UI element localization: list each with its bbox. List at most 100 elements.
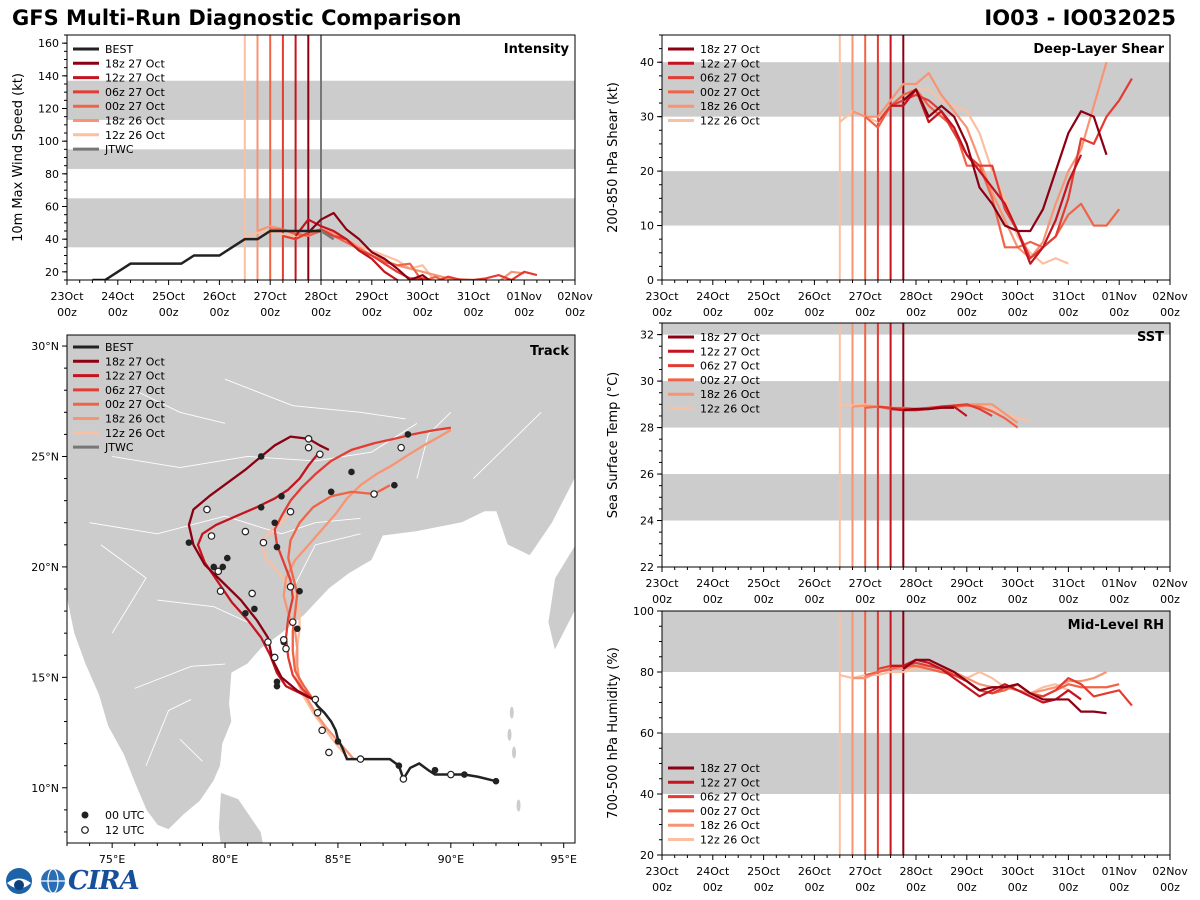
legend-label: 12 UTC <box>105 824 145 837</box>
x-tick-sublabel: 00z <box>805 306 825 319</box>
dot-12utc <box>241 527 250 536</box>
x-tick-sublabel: 00z <box>514 306 534 319</box>
dot-12utc <box>447 770 455 779</box>
dot-12utc <box>311 695 320 704</box>
x-tick-label: 28Oct <box>899 290 933 303</box>
legend-label: 06z 27 Oct <box>105 384 165 397</box>
cira-globe-icon <box>41 868 65 894</box>
x-tick-label: 26Oct <box>798 865 832 878</box>
x-tick-sublabel: 00z <box>413 306 433 319</box>
dot-00utc <box>278 492 285 500</box>
y-tick-label: 40 <box>640 56 654 69</box>
dot-00utc <box>391 481 398 489</box>
dot-12utc <box>356 755 365 763</box>
y-tick-label: 20°N <box>31 561 59 574</box>
dot-12utc <box>286 507 295 516</box>
x-tick-sublabel: 00z <box>1109 306 1129 319</box>
x-tick-label: 24Oct <box>696 290 730 303</box>
x-tick-label: 30Oct <box>1001 290 1035 303</box>
y-tick-label: 100 <box>633 605 654 618</box>
legend-label: 18z 27 Oct <box>700 762 760 775</box>
island <box>516 799 521 812</box>
x-tick-sublabel: 00z <box>57 306 77 319</box>
legend-label: 06z 27 Oct <box>105 86 165 99</box>
y-tick-label: 25°N <box>31 450 59 463</box>
shaded-band <box>662 733 1170 794</box>
dot-12utc <box>279 635 288 644</box>
legend-label: 18z 27 Oct <box>700 43 760 56</box>
dot-12utc <box>270 653 279 662</box>
x-tick-label: 26Oct <box>203 290 237 303</box>
x-tick-sublabel: 00z <box>362 306 382 319</box>
x-tick-sublabel: 00z <box>652 593 672 606</box>
x-tick-label: 30Oct <box>406 290 440 303</box>
x-tick-label: 01Nov <box>506 290 542 303</box>
dot-12utc <box>264 638 272 646</box>
cira-logo: CIRA <box>4 866 140 896</box>
x-tick-sublabel: 00z <box>957 881 977 894</box>
legend-label: 12z 27 Oct <box>700 776 760 789</box>
dot-00utc <box>242 609 249 617</box>
x-tick-label: 27Oct <box>254 290 288 303</box>
y-tick-label: 60 <box>640 727 654 740</box>
legend-marker-12utc <box>81 826 89 834</box>
y-tick-label: 160 <box>38 37 59 50</box>
map-border <box>157 599 248 623</box>
x-tick-sublabel: 00z <box>464 306 484 319</box>
x-tick-label: 24Oct <box>101 290 135 303</box>
panel-title: Mid-Level RH <box>1068 618 1164 633</box>
legend-label: 06z 27 Oct <box>700 791 760 804</box>
land-mass <box>67 335 575 831</box>
x-tick-sublabel: 00z <box>855 881 875 894</box>
y-tick-label: 30 <box>640 111 654 124</box>
x-tick-sublabel: 00z <box>805 593 825 606</box>
x-tick-label: 24Oct <box>696 577 730 590</box>
legend-label: JTWC <box>104 441 134 454</box>
legend-label: 06z 27 Oct <box>700 72 760 85</box>
legend-label: 18z 26 Oct <box>105 115 165 128</box>
map-border <box>89 515 361 535</box>
map-border <box>416 411 452 479</box>
panel-intensity: 20 40 60 80 100 120 140 160 23Oct 00z 24Oct 00z 25Oc… <box>11 34 593 319</box>
best-track-line <box>92 229 321 280</box>
x-tick-sublabel: 00z <box>805 881 825 894</box>
legend-label: 18z 26 Oct <box>700 100 760 113</box>
dot-12utc <box>203 505 211 514</box>
panel-sst: 22 24 26 28 30 32 23Oct 00z 24Oct 00z 25Oct 00z 26Oc… <box>606 322 1188 606</box>
x-tick-sublabel: 00z <box>1059 306 1079 319</box>
x-tick-label: 27Oct <box>849 577 883 590</box>
y-tick-label: 24 <box>640 515 654 528</box>
dot-12utc <box>214 567 223 576</box>
x-tick-label: 25Oct <box>747 865 781 878</box>
dot-00utc <box>327 488 335 496</box>
x-tick-label: 27Oct <box>849 290 883 303</box>
y-tick-label: 40 <box>640 788 654 801</box>
x-tick-sublabel: 00z <box>210 306 230 319</box>
dot-12utc <box>399 775 408 783</box>
x-tick-label: 01Nov <box>1101 577 1137 590</box>
map-border <box>145 699 192 766</box>
x-tick-sublabel: 00z <box>260 306 280 319</box>
dot-12utc <box>397 443 405 452</box>
x-tick-sublabel: 00z <box>906 306 926 319</box>
panel-shear: 0 10 20 30 40 23Oct 00z 24Oct 00z 25Oct 00z 26Oct 00… <box>606 34 1188 319</box>
panel-rh: 20 40 60 80 100 23Oct 00z 24Oct 00z 25Oct 00z 26Oct… <box>606 605 1188 894</box>
x-tick-sublabel: 00z <box>855 593 875 606</box>
y-tick-label: 30 <box>640 375 654 388</box>
dot-12utc <box>286 582 295 591</box>
legend-label: 18z 26 Oct <box>700 388 760 401</box>
x-tick-sublabel: 00z <box>703 306 723 319</box>
dot-12utc <box>259 538 268 547</box>
series-line-18z-27-oct <box>902 88 1108 233</box>
x-tick-sublabel: 00z <box>652 306 672 319</box>
x-tick-label: 90°E <box>438 853 464 866</box>
dot-12utc <box>313 708 322 717</box>
track-12z-27-oct <box>196 453 319 701</box>
x-tick-label: 30Oct <box>1001 865 1035 878</box>
dot-00utc <box>404 431 412 438</box>
legend-label: 00z 27 Oct <box>105 398 165 411</box>
legend-label: 00z 27 Oct <box>700 374 760 387</box>
x-tick-sublabel: 00z <box>1008 881 1028 894</box>
plot-area-shear <box>662 35 1170 280</box>
x-tick-label: 02Nov <box>1152 865 1188 878</box>
